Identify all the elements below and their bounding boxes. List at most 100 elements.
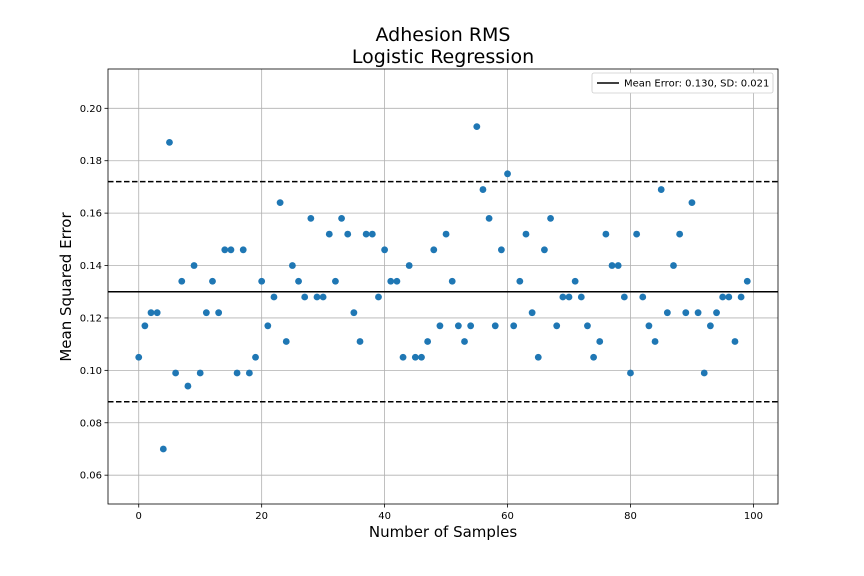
data-point <box>553 322 561 330</box>
data-point <box>627 369 634 377</box>
data-point <box>245 369 253 377</box>
data-point <box>147 309 155 317</box>
data-point <box>233 369 241 377</box>
legend-mean-label: Mean Error: 0.130, SD: 0.021 <box>624 79 769 90</box>
plot-frame <box>107 68 779 505</box>
data-point <box>528 309 536 317</box>
data-point <box>430 246 438 254</box>
data-point <box>387 277 395 285</box>
data-point <box>141 322 149 330</box>
data-point <box>676 230 684 238</box>
data-point <box>700 369 708 377</box>
data-point <box>479 186 487 193</box>
data-point <box>332 277 339 285</box>
data-point <box>590 353 597 361</box>
data-point <box>424 338 432 345</box>
data-point <box>252 353 259 361</box>
data-point <box>473 123 481 131</box>
data-point <box>620 293 628 301</box>
data-point <box>295 277 302 285</box>
data-point <box>264 322 272 330</box>
data-point <box>565 293 573 301</box>
data-point <box>289 262 296 269</box>
data-point <box>596 338 604 345</box>
data-point <box>166 138 173 146</box>
data-point <box>522 230 530 238</box>
data-point <box>184 382 192 390</box>
data-point <box>221 246 229 254</box>
data-point <box>190 262 198 269</box>
data-point <box>307 214 315 222</box>
data-point <box>633 230 641 238</box>
data-point <box>657 186 665 193</box>
data-points <box>135 123 751 453</box>
y-tick-label: 0.14 <box>80 261 102 272</box>
y-tick-label: 0.12 <box>80 313 102 324</box>
chart-title-line-1: Adhesion RMS <box>376 24 511 46</box>
data-point <box>559 293 567 301</box>
y-tick-label: 0.06 <box>80 471 102 482</box>
data-point <box>442 230 450 238</box>
data-point <box>338 214 345 222</box>
data-point <box>270 293 278 301</box>
data-point <box>504 170 511 178</box>
data-point <box>602 230 610 238</box>
data-point <box>202 309 210 317</box>
data-point <box>497 246 505 254</box>
x-tick-label: 0 <box>136 511 142 522</box>
data-point <box>153 309 161 317</box>
data-point <box>282 338 290 345</box>
data-point <box>467 322 475 330</box>
data-point <box>694 309 702 317</box>
data-point <box>172 369 180 377</box>
x-axis-ticks: 0 20 40 60 80 100 <box>136 504 763 522</box>
y-axis-ticks: 0.06 0.08 0.10 0.12 0.14 0.16 0.18 0.20 <box>80 104 108 482</box>
data-point <box>227 246 235 254</box>
y-tick-label: 0.18 <box>80 156 102 167</box>
y-tick-label: 0.08 <box>80 418 102 429</box>
data-point <box>743 277 751 285</box>
x-tick-label: 80 <box>624 511 637 522</box>
x-tick-label: 20 <box>255 511 268 522</box>
data-point <box>584 322 591 330</box>
data-point <box>645 322 653 330</box>
data-point <box>682 309 690 317</box>
x-axis-label: Number of Samples <box>369 523 517 541</box>
data-point <box>375 293 382 301</box>
y-tick-label: 0.10 <box>80 366 102 377</box>
data-point <box>461 338 468 345</box>
y-tick-label: 0.16 <box>80 209 102 220</box>
data-point <box>510 322 518 330</box>
data-point <box>344 230 352 238</box>
data-point <box>209 277 216 285</box>
data-point <box>670 262 677 269</box>
data-point <box>688 199 696 207</box>
data-point <box>411 353 419 361</box>
data-point <box>706 322 714 330</box>
legend: Mean Error: 0.130, SD: 0.021 <box>591 72 774 94</box>
data-point <box>534 353 542 361</box>
data-point <box>541 246 548 254</box>
data-point <box>571 277 579 285</box>
data-point <box>350 309 358 317</box>
data-point <box>485 214 493 222</box>
data-point <box>239 246 247 254</box>
data-point <box>215 309 223 317</box>
x-tick-label: 40 <box>378 511 391 522</box>
data-point <box>405 262 413 269</box>
data-point <box>399 353 407 361</box>
data-point <box>663 309 671 317</box>
data-point <box>731 338 739 345</box>
data-point <box>614 262 622 269</box>
grid <box>108 69 778 504</box>
data-point <box>313 293 321 301</box>
y-axis-label: Mean Squared Error <box>57 212 75 362</box>
data-point <box>368 230 376 238</box>
reference-lines <box>108 180 778 403</box>
chart-title-line-2: Logistic Regression <box>352 46 534 68</box>
data-point <box>547 214 554 222</box>
data-point <box>301 293 309 301</box>
data-point <box>159 445 167 453</box>
